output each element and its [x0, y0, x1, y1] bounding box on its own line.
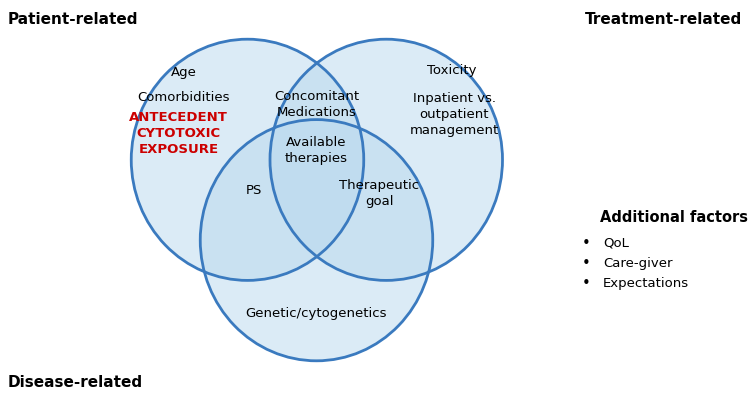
Ellipse shape	[200, 120, 433, 361]
Text: Disease-related: Disease-related	[8, 374, 142, 389]
Text: Concomitant
Medications: Concomitant Medications	[274, 90, 359, 119]
Text: Genetic/cytogenetics: Genetic/cytogenetics	[246, 306, 387, 319]
Text: Therapeutic
goal: Therapeutic goal	[340, 179, 419, 208]
Text: Patient-related: Patient-related	[8, 12, 138, 27]
Text: •: •	[582, 275, 591, 290]
Text: Comorbidities: Comorbidities	[137, 91, 230, 103]
Text: ANTECEDENT
CYTOTOXIC
EXPOSURE: ANTECEDENT CYTOTOXIC EXPOSURE	[129, 111, 228, 156]
Text: Age: Age	[171, 66, 196, 79]
Text: QoL: QoL	[603, 236, 628, 249]
Text: Care-giver: Care-giver	[603, 256, 673, 269]
Text: Treatment-related: Treatment-related	[585, 12, 742, 27]
Text: Inpatient vs.
outpatient
management: Inpatient vs. outpatient management	[410, 91, 500, 136]
Text: Additional factors: Additional factors	[600, 209, 748, 224]
Text: •: •	[582, 235, 591, 250]
Text: PS: PS	[245, 183, 262, 196]
Ellipse shape	[270, 40, 502, 281]
Text: Toxicity: Toxicity	[427, 64, 476, 77]
Text: Available
therapies: Available therapies	[285, 136, 348, 165]
Ellipse shape	[131, 40, 364, 281]
Text: Expectations: Expectations	[603, 276, 689, 289]
Text: •: •	[582, 255, 591, 270]
